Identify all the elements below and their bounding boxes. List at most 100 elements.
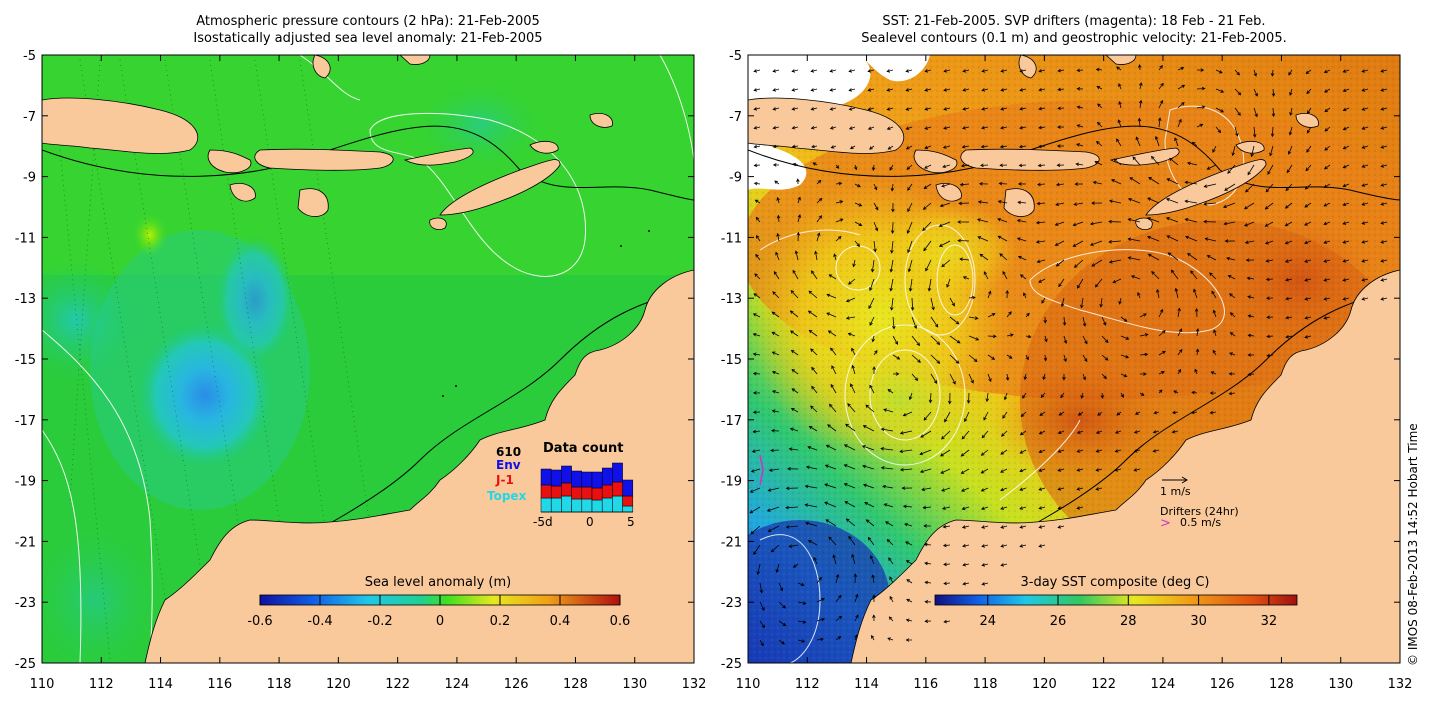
left-y-tick-label: -19	[15, 475, 36, 490]
left-y-tick-label: -9	[23, 171, 36, 186]
legend-j1: J-1	[495, 473, 514, 487]
right-colorbar: 3-day SST composite (deg C) 24 26 28 30 32	[934, 575, 1298, 629]
legend-env: Env	[496, 458, 521, 472]
left-y-tick-label: -23	[15, 596, 36, 611]
right-x-tick-label: 120	[1032, 677, 1057, 692]
left-y-tick-label: -11	[15, 231, 36, 246]
right-y-tick-label: -9	[729, 171, 742, 186]
data-count-bar-segment	[550, 469, 562, 487]
data-count-bar-segment	[601, 497, 613, 513]
right-y-tick-label: -17	[721, 414, 742, 429]
left-colorbar-tick: 0	[436, 614, 444, 629]
data-count-title: Data count	[543, 441, 623, 456]
data-count-bar-segment	[612, 495, 623, 513]
right-colorbar-tick: 30	[1190, 614, 1207, 629]
data-count-bar-segment	[612, 481, 623, 497]
right-title: SST: 21-Feb-2005. SVP drifters (magenta)…	[748, 13, 1400, 47]
left-x-tick-label: 128	[563, 677, 588, 692]
left-land	[42, 55, 694, 663]
velocity-key-label: 1 m/s	[1160, 485, 1191, 498]
left-colorbar-tick: -0.2	[367, 614, 392, 629]
data-count-bar-segment	[540, 497, 552, 513]
left-x-tick-label: 126	[504, 677, 529, 692]
right-x-tick-label: 124	[1150, 677, 1175, 692]
data-count-bar-segment	[601, 467, 613, 486]
data-count-bar-segment	[571, 486, 583, 500]
left-colorbar-title: Sea level anomaly (m)	[365, 575, 511, 590]
data-count-bar-segment	[561, 465, 572, 484]
data-count-bar-segment	[622, 495, 634, 507]
right-x-tick-label: 118	[973, 677, 998, 692]
data-count-bar-segment	[550, 485, 562, 499]
left-title-line1: Atmospheric pressure contours (2 hPa): 2…	[196, 14, 540, 29]
data-count-bar-segment	[591, 471, 603, 489]
left-x-tick-label: 122	[385, 677, 410, 692]
left-x-tick-label: 130	[622, 677, 647, 692]
right-x-tick-label: 128	[1269, 677, 1294, 692]
left-x-tick-label: 110	[30, 677, 55, 692]
right-y-tick-label: -21	[721, 535, 742, 550]
right-colorbar-tick: 24	[979, 614, 996, 629]
right-colorbar-tick: 28	[1120, 614, 1137, 629]
right-x-tick-label: 114	[854, 677, 879, 692]
right-colorbar-tick: 26	[1050, 614, 1067, 629]
right-x-tick-label: 116	[913, 677, 938, 692]
right-y-tick-label: -7	[729, 110, 742, 125]
credit: © IMOS 08-Feb-2013 14:52 Hobart Time	[1402, 390, 1422, 690]
left-y-tick-label: -25	[15, 657, 36, 672]
data-count-total: 610	[496, 445, 521, 459]
dc-tick-mid: 0	[586, 515, 594, 529]
right-x-tick-label: 122	[1091, 677, 1116, 692]
data-count-bar-segment	[581, 471, 593, 488]
velocity-key: 1 m/s Drifters (24hr) > 0.5 m/s	[1160, 476, 1239, 531]
left-colorbar-tick: -0.4	[307, 614, 332, 629]
right-title-line1: SST: 21-Feb-2005. SVP drifters (magenta)…	[882, 14, 1266, 29]
left-y-tick-label: -15	[15, 353, 36, 368]
data-count-bar-segment	[540, 468, 552, 486]
axes: 110 112 114 116 118 120 122 124 126 128 130 132 -5 -7…	[15, 49, 1413, 692]
data-count-bar-segment	[601, 484, 613, 499]
left-colorbar-tick: 0.6	[610, 614, 631, 629]
right-y-tick-label: -19	[721, 475, 742, 490]
drifters-speed: 0.5 m/s	[1180, 516, 1221, 529]
left-y-tick-label: -5	[23, 49, 36, 64]
right-y-tick-label: -25	[721, 657, 742, 672]
left-map	[42, 55, 694, 663]
drifters-label: Drifters (24hr)	[1160, 505, 1239, 518]
data-count-bar-segment	[561, 495, 572, 513]
left-colorbar-tick: 0.4	[550, 614, 571, 629]
right-x-tick-label: 130	[1328, 677, 1353, 692]
left-title: Atmospheric pressure contours (2 hPa): 2…	[42, 13, 694, 47]
right-y-tick-label: -11	[721, 231, 742, 246]
left-x-tick-label: 124	[444, 677, 469, 692]
data-count-bar-segment	[622, 505, 634, 513]
right-colorbar-tick: 32	[1261, 614, 1278, 629]
left-y-tick-label: -17	[15, 414, 36, 429]
left-y-tick-label: -7	[23, 110, 36, 125]
right-y-tick-label: -5	[729, 49, 742, 64]
left-x-tick-label: 114	[148, 677, 173, 692]
data-count-bar-segment	[550, 497, 562, 513]
left-x-tick-label: 112	[89, 677, 114, 692]
data-count-bar-segment	[571, 498, 583, 513]
data-count-bar-segment	[571, 470, 583, 488]
right-x-tick-label: 112	[795, 677, 820, 692]
drifter-symbol: >	[1160, 516, 1171, 531]
data-count-bar-segment	[540, 484, 552, 499]
left-y-tick-label: -21	[15, 535, 36, 550]
left-x-tick-label: 116	[207, 677, 232, 692]
data-count-bar-segment	[561, 482, 572, 497]
data-count-bars	[540, 462, 634, 513]
data-count-bar-segment	[622, 479, 634, 497]
drifter-track	[759, 454, 764, 486]
left-colorbar-tick: 0.2	[490, 614, 511, 629]
data-count-bar-segment	[591, 499, 603, 513]
left-x-tick-label: 132	[682, 677, 707, 692]
right-colorbar-bar	[934, 594, 1298, 606]
data-count-bar-segment	[581, 498, 593, 513]
velocity-arrows	[749, 64, 1388, 647]
data-count-bar-segment	[612, 462, 623, 483]
data-count-bar-segment	[591, 487, 603, 501]
